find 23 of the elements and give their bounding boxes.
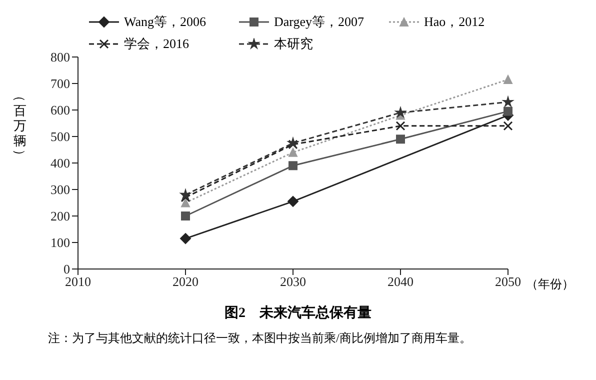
legend-label: Dargey等，2007 xyxy=(274,13,364,31)
x-tick-label: 2040 xyxy=(388,274,414,290)
x-tick-label: 2050 xyxy=(495,274,521,290)
x-tick-label: 2010 xyxy=(65,274,91,290)
y-tick-label: 100 xyxy=(50,235,70,250)
y-tick-label: 0 xyxy=(64,262,70,277)
x-tick-label: 2020 xyxy=(172,274,198,290)
y-tick-label: 300 xyxy=(50,182,70,198)
x-axis-title: （年份） xyxy=(525,276,575,293)
y-tick-label: 700 xyxy=(50,76,70,92)
legend-label: 本研究 xyxy=(274,35,313,53)
text: 图2 未来汽车总保有量 xyxy=(224,304,372,322)
text: 注：为了与其他文献的统计口径一致，本图中按当前乘/商比例增加了商用车量。 xyxy=(47,330,472,347)
x-tick-label: 2030 xyxy=(280,274,306,290)
y-tick-label: 400 xyxy=(50,156,70,171)
legend-label: 学会，2016 xyxy=(124,35,189,53)
legend-label: Hao，2012 xyxy=(424,13,485,31)
y-tick-label: 600 xyxy=(50,102,70,118)
y-tick-label: 500 xyxy=(50,129,70,144)
y-tick-label: 200 xyxy=(50,208,70,224)
y-tick-label: 800 xyxy=(50,50,70,65)
legend-label: Wang等，2006 xyxy=(124,13,206,31)
y-axis-title: （百万辆） xyxy=(12,88,28,164)
